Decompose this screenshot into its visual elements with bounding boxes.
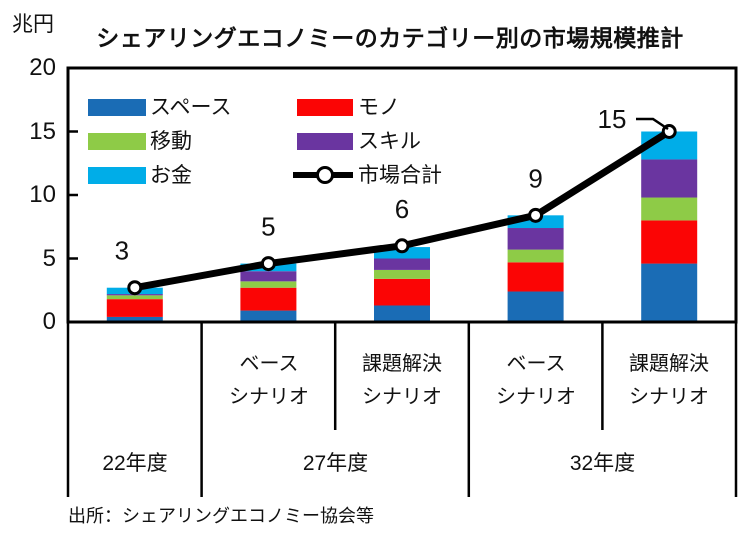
bar-segment	[240, 310, 297, 322]
legend-swatch-skill	[297, 133, 353, 150]
source-note: 出所：シェアリングエコノミー協会等	[68, 506, 374, 526]
line-point-label: 15	[598, 104, 627, 134]
bar-segment	[641, 159, 698, 198]
line-marker	[394, 238, 410, 254]
scenario-label: ベース	[506, 353, 566, 375]
legend-label-goods: モノ	[358, 96, 400, 119]
scenario-cell-27-base: ベース シナリオ	[202, 348, 336, 426]
legend-total-marker-icon	[316, 166, 334, 184]
year-label-32: 32年度	[569, 452, 636, 475]
y-tick-label-15: 15	[29, 118, 56, 145]
bar-segment	[240, 287, 297, 311]
line-marker	[127, 280, 143, 296]
y-tick-label-10: 10	[29, 181, 56, 208]
legend-swatch-goods	[297, 99, 353, 116]
scenario-label: シナリオ	[629, 386, 709, 408]
line-marker	[260, 256, 276, 272]
bar-segment	[374, 305, 430, 322]
legend-swatch-space	[88, 99, 146, 116]
scenario-cell-32-base: ベース シナリオ	[469, 348, 603, 426]
bar-segment	[507, 291, 564, 322]
chart-title: シェアリングエコノミーのカテゴリー別の市場規模推計	[96, 25, 684, 51]
legend-label-money: お金	[150, 164, 192, 187]
bar-segment	[507, 249, 564, 263]
scenario-label: シナリオ	[362, 386, 442, 408]
y-tick-label-5: 5	[42, 245, 56, 272]
scenario-label: シナリオ	[229, 386, 309, 408]
year-label-22: 22年度	[102, 452, 168, 475]
bar-segment	[374, 258, 430, 270]
y-tick-label-0: 0	[42, 308, 56, 335]
line-point-label: 3	[115, 236, 129, 266]
scenario-label: シナリオ	[496, 386, 576, 408]
y-axis-unit-label: 兆円	[12, 13, 54, 36]
bar-segment	[106, 299, 163, 317]
line-point-label: 5	[261, 212, 275, 242]
legend-label-space: スペース	[150, 96, 232, 119]
bar-segment	[507, 228, 564, 250]
y-tick-label-20: 20	[29, 54, 56, 81]
bar-segment	[240, 271, 297, 282]
scenario-label: 課題解決	[362, 353, 442, 375]
label-leader-line	[636, 117, 669, 131]
legend-swatch-money	[88, 167, 146, 184]
bar-segment	[641, 197, 698, 221]
line-point-label: 9	[528, 163, 542, 193]
legend-swatch-mobility	[88, 133, 146, 150]
bar-segment	[507, 262, 564, 292]
bar-segment	[106, 295, 163, 300]
scenario-label: ベース	[239, 353, 299, 375]
line-point-label: 6	[395, 194, 409, 224]
bar-segment	[641, 263, 698, 322]
legend-label-skill: スキル	[358, 130, 421, 153]
bar-segment	[374, 269, 430, 279]
legend-label-total: 市場合計	[358, 164, 442, 187]
bar-segment	[106, 316, 163, 322]
bar-segment	[374, 278, 430, 306]
legend-label-mobility: 移動	[150, 130, 192, 153]
line-marker	[528, 207, 544, 223]
bar-segment	[641, 220, 698, 264]
scenario-cell-27-solution: 課題解決 シナリオ	[335, 348, 469, 426]
scenario-cell-32-solution: 課題解決 シナリオ	[602, 348, 736, 426]
scenario-label: 課題解決	[629, 353, 709, 375]
bar-segment	[240, 281, 297, 288]
year-label-27: 27年度	[302, 452, 369, 475]
